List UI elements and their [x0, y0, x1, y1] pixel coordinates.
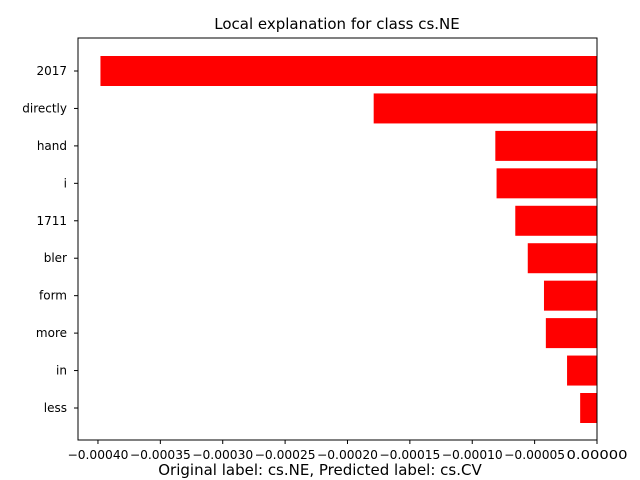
x-tick-label: −0.00025: [255, 448, 316, 462]
bar-2017: [100, 56, 598, 86]
y-tick-label: less: [44, 401, 67, 415]
x-tick-label: −0.00005: [504, 448, 565, 462]
bar-i: [496, 168, 597, 199]
bar-directly: [373, 93, 597, 124]
y-tick-label: form: [39, 289, 67, 303]
y-tick-label: more: [36, 326, 67, 340]
x-axis: −0.00040 −0.00035 −0.00030 −0.00025 −0.00020…: [67, 440, 628, 462]
bars-group: [100, 56, 598, 423]
x-tick-label: −0.00015: [379, 448, 440, 462]
y-axis: 2017 directly hand i 1711 bler form more in less: [22, 64, 78, 415]
bar-hand: [495, 130, 597, 161]
chart-title: Local explanation for class cs.NE: [214, 15, 460, 33]
y-tick-label: in: [56, 364, 67, 378]
bar-bler: [527, 243, 597, 274]
y-tick-label: bler: [44, 251, 67, 265]
y-tick-label: i: [64, 176, 67, 190]
x-tick-label: −0.00035: [130, 448, 191, 462]
y-tick-label: hand: [37, 139, 67, 153]
bar-1711: [515, 205, 597, 236]
bar-form: [543, 280, 597, 311]
figure-caption: Original label: cs.NE, Predicted label: …: [158, 461, 482, 479]
bar-less: [580, 393, 597, 423]
x-tick-label: 0.00000: [567, 448, 628, 462]
x-tick-label: −0.00010: [442, 448, 503, 462]
plot-frame: [77, 37, 598, 441]
x-tick-label: −0.00030: [192, 448, 253, 462]
bar-more: [545, 318, 597, 349]
x-tick-label: −0.00020: [317, 448, 378, 462]
x-tick-label: −0.00040: [67, 448, 128, 462]
bar-in: [567, 355, 597, 386]
y-tick-label: 1711: [36, 214, 67, 228]
y-tick-label: directly: [22, 101, 67, 115]
y-tick-label: 2017: [36, 64, 67, 78]
